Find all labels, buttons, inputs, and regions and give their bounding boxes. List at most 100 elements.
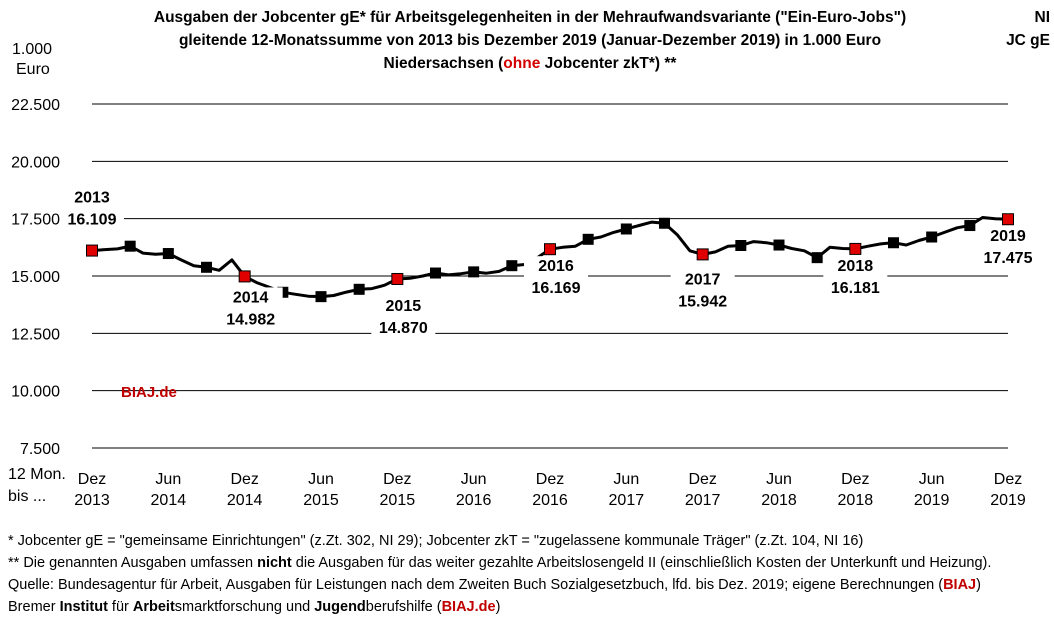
institute-bold: Arbeit: [132, 599, 175, 615]
x-tick-year: 2019: [914, 492, 950, 509]
x-tick-year: 2014: [227, 492, 263, 509]
year-end-marker: [86, 244, 98, 257]
x-tick-month: Jun: [919, 471, 945, 488]
annotation-bg: [60, 187, 124, 232]
chart-plot: 7.500 10.000 12.500 15.000 17.500 20.000 22.50…: [11, 97, 1040, 509]
data-marker: [620, 223, 632, 235]
annotation-year: 2015: [386, 298, 422, 315]
annotation-value: 14.870: [379, 320, 428, 337]
annotation-year: 2016: [538, 258, 574, 275]
x-tick-year: 2013: [74, 492, 110, 509]
year-end-marker: [544, 243, 556, 256]
source-biaj: BIAJ: [943, 577, 977, 593]
region-code: NI: [1034, 9, 1051, 26]
title-line-1: Ausgaben der Jobcenter gE* für Arbeitsge…: [153, 9, 907, 26]
data-marker: [277, 286, 289, 298]
data-marker: [773, 239, 785, 251]
x-tick-month: Dez: [841, 471, 869, 488]
annotation-bg: [524, 256, 588, 301]
institute-note: Bremer Institut für Arbeitsmarktforschun…: [8, 596, 991, 618]
x-axis-head: 12 Mon. bis ...: [8, 464, 66, 508]
y-tick-label: 17.500: [11, 212, 60, 229]
source-note: Quelle: Bundesagentur für Arbeit, Ausgab…: [8, 574, 991, 596]
annotation-year: 2018: [838, 258, 874, 275]
y-tick-label: 22.500: [11, 97, 60, 114]
y-tick-label: 7.500: [20, 441, 60, 458]
y-tick-label: 20.000: [11, 154, 60, 171]
x-head-line-2: bis ...: [8, 488, 47, 505]
annotation-value: 16.181: [831, 280, 880, 297]
footnote-2-pre: ** Die genannten Ausgaben umfassen: [8, 555, 258, 571]
x-tick-year: 2017: [609, 492, 645, 509]
data-marker: [506, 260, 518, 272]
data-marker: [353, 283, 365, 295]
x-tick-year: 2018: [761, 492, 797, 509]
x-tick-month: Dez: [688, 471, 716, 488]
annotation-bg: [371, 295, 436, 340]
x-tick-year: 2017: [685, 492, 721, 509]
year-end-marker: [1002, 213, 1014, 226]
title-line-2: gleitende 12-Monatssumme von 2013 bis De…: [178, 32, 882, 49]
institute-part: für: [107, 599, 133, 615]
annotation-year: 2014: [233, 289, 269, 306]
x-tick-month: Jun: [613, 471, 639, 488]
data-marker: [582, 233, 594, 245]
x-tick-month: Jun: [308, 471, 334, 488]
footnote-2: ** Die genannten Ausgaben umfassen nicht…: [8, 552, 991, 574]
institute-part: smarktforschung und: [174, 599, 315, 615]
data-marker: [735, 239, 747, 251]
footnote-1: * Jobcenter gE = "gemeinsame Einrichtung…: [8, 533, 864, 549]
data-marker: [659, 217, 670, 229]
x-tick-year: 2018: [838, 492, 874, 509]
source-post: ): [976, 577, 981, 593]
title-line-3-pre: Niedersachsen (: [383, 55, 504, 72]
source-pre: Quelle: Bundesagentur für Arbeit, Ausgab…: [8, 577, 944, 593]
year-end-marker: [696, 248, 709, 261]
annotation-value: 15.942: [678, 293, 727, 310]
annotation-value: 17.475: [984, 250, 1033, 267]
annotation-value: 16.109: [68, 212, 117, 229]
title-ohne: ohne: [503, 55, 541, 72]
y-unit-line-2: Euro: [16, 61, 50, 78]
x-tick-month: Dez: [383, 471, 411, 488]
x-tick-year: 2015: [303, 492, 339, 509]
x-tick-year: 2015: [380, 492, 416, 509]
watermark: BIAJ.de: [121, 384, 177, 401]
data-marker: [162, 248, 174, 260]
x-tick-month: Dez: [994, 471, 1022, 488]
region-label: NI JC gE: [1006, 6, 1050, 52]
footnotes: * Jobcenter gE = "gemeinsame Einrichtung…: [8, 530, 991, 618]
institute-part: ): [495, 599, 501, 615]
y-axis-unit: 1.000 Euro: [8, 40, 52, 80]
x-tick-month: Dez: [78, 471, 106, 488]
annotation-bg: [976, 226, 1040, 271]
data-marker: [201, 261, 212, 273]
year-end-marker: [391, 272, 404, 285]
data-marker: [430, 267, 441, 279]
data-marker: [468, 266, 480, 278]
institute-link[interactable]: BIAJ.de: [441, 599, 496, 615]
x-tick-month: Jun: [461, 471, 487, 488]
data-marker: [888, 237, 899, 249]
chart-title: Ausgaben der Jobcenter gE* für Arbeitsge…: [110, 6, 950, 75]
y-unit-line-1: 1.000: [12, 41, 53, 58]
title-line-3-post: Jobcenter zkT*) **: [540, 55, 677, 72]
data-marker: [811, 252, 823, 264]
institute-bold: Institut: [59, 599, 108, 615]
annotation-year: 2019: [990, 228, 1026, 245]
x-tick-month: Dez: [536, 471, 564, 488]
x-head-line-1: 12 Mon.: [8, 466, 66, 483]
title-line-3: Niedersachsen (ohne Jobcenter zkT*) **: [110, 52, 950, 75]
data-marker: [124, 240, 136, 252]
x-tick-month: Dez: [230, 471, 258, 488]
year-end-marker: [849, 242, 862, 255]
footnote-2-post: die Ausgaben für das weiter gezahlte Arb…: [291, 555, 992, 571]
y-tick-label: 10.000: [11, 384, 60, 401]
x-tick-year: 2016: [456, 492, 492, 509]
data-marker: [315, 291, 327, 303]
y-tick-label: 12.500: [11, 326, 60, 343]
annotation-value: 14.982: [226, 311, 275, 328]
x-tick-month: Jun: [155, 471, 181, 488]
x-tick-year: 2019: [990, 492, 1026, 509]
data-marker: [964, 220, 976, 232]
